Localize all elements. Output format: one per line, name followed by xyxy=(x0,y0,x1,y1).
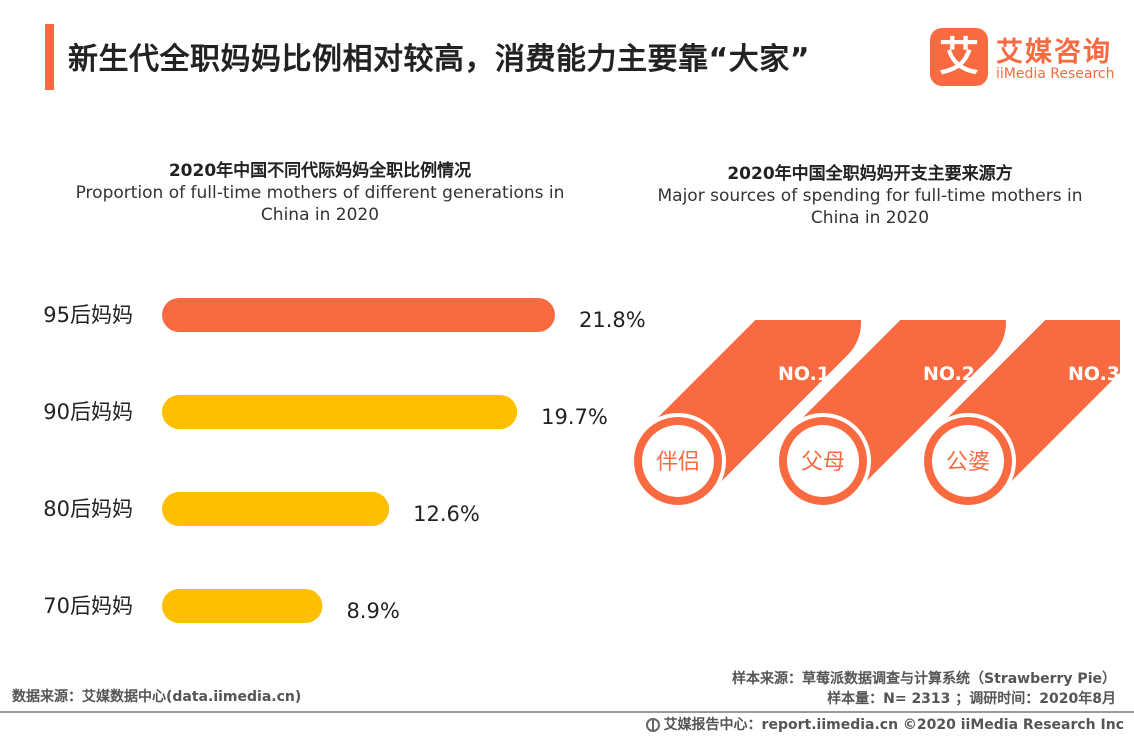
rank-number: NO.3 xyxy=(1068,363,1120,385)
footer-divider xyxy=(0,711,1134,713)
sample-source: 样本来源：草莓派数据调查与计算系统（Strawberry Pie） xyxy=(732,671,1116,687)
title-accent-bar xyxy=(45,24,54,90)
bar-category-label: 70后妈妈 xyxy=(43,594,133,618)
data-source: 数据来源：艾媒数据中心(data.iimedia.cn) xyxy=(12,689,302,705)
logo-glyph: 艾 xyxy=(939,34,979,80)
rank-disc xyxy=(787,425,859,497)
rank-number: NO.1 xyxy=(778,363,830,385)
bar-value-label: 21.8% xyxy=(579,308,646,332)
iimedia-logo: 艾 艾媒咨询 iiMedia Research xyxy=(930,28,1120,88)
logo-name-cn: 艾媒咨询 xyxy=(996,37,1112,68)
bar xyxy=(162,298,555,332)
rank-disc xyxy=(932,425,1004,497)
bar-category-label: 80后妈妈 xyxy=(43,497,133,521)
right-panel-title-en: Major sources of spending for full-time … xyxy=(657,186,1083,228)
bar-value-label: 8.9% xyxy=(346,599,399,623)
rank-disc xyxy=(642,425,714,497)
logo-mark: 艾 xyxy=(930,28,988,86)
right-panel-title-cn: 2020年中国全职妈妈开支主要来源方 xyxy=(727,164,1013,184)
rank-label: 父母 xyxy=(801,450,845,475)
spending-source-ranking: 伴侣 NO.1 父母 NO.2 公婆 NO.3 xyxy=(630,320,1120,509)
footer-copyright: 艾媒报告中心：report.iimedia.cn ©2020 iiMedia R… xyxy=(645,714,1124,734)
page-title: 新生代全职妈妈比例相对较高，消费能力主要靠“大家” xyxy=(68,42,810,77)
sample-size: 样本量：N= 2313 ；调研时间：2020年8月 xyxy=(827,691,1116,707)
left-chart-title-cn: 2020年中国不同代际妈妈全职比例情况 xyxy=(168,161,472,181)
generation-bar-chart: 95后妈妈 21.8% 90后妈妈 19.7% 80后妈妈 12.6% 70后妈妈 8.9% xyxy=(43,298,646,623)
bar-category-label: 95后妈妈 xyxy=(43,303,133,327)
bar-value-label: 19.7% xyxy=(541,405,608,429)
globe-icon xyxy=(645,718,660,732)
bar xyxy=(162,589,323,623)
bar-value-label: 12.6% xyxy=(413,502,480,526)
rank-label: 公婆 xyxy=(946,450,990,475)
rank-label: 伴侣 xyxy=(656,450,700,475)
bar-category-label: 90后妈妈 xyxy=(43,400,133,424)
footer-copyright-text: 艾媒报告中心：report.iimedia.cn ©2020 iiMedia R… xyxy=(663,717,1124,733)
bar xyxy=(162,395,518,429)
left-chart-title-en: Proportion of full-time mothers of diffe… xyxy=(75,183,565,225)
rank-number: NO.2 xyxy=(923,363,975,385)
logo-name-en: iiMedia Research xyxy=(996,66,1115,82)
bar xyxy=(162,492,390,526)
